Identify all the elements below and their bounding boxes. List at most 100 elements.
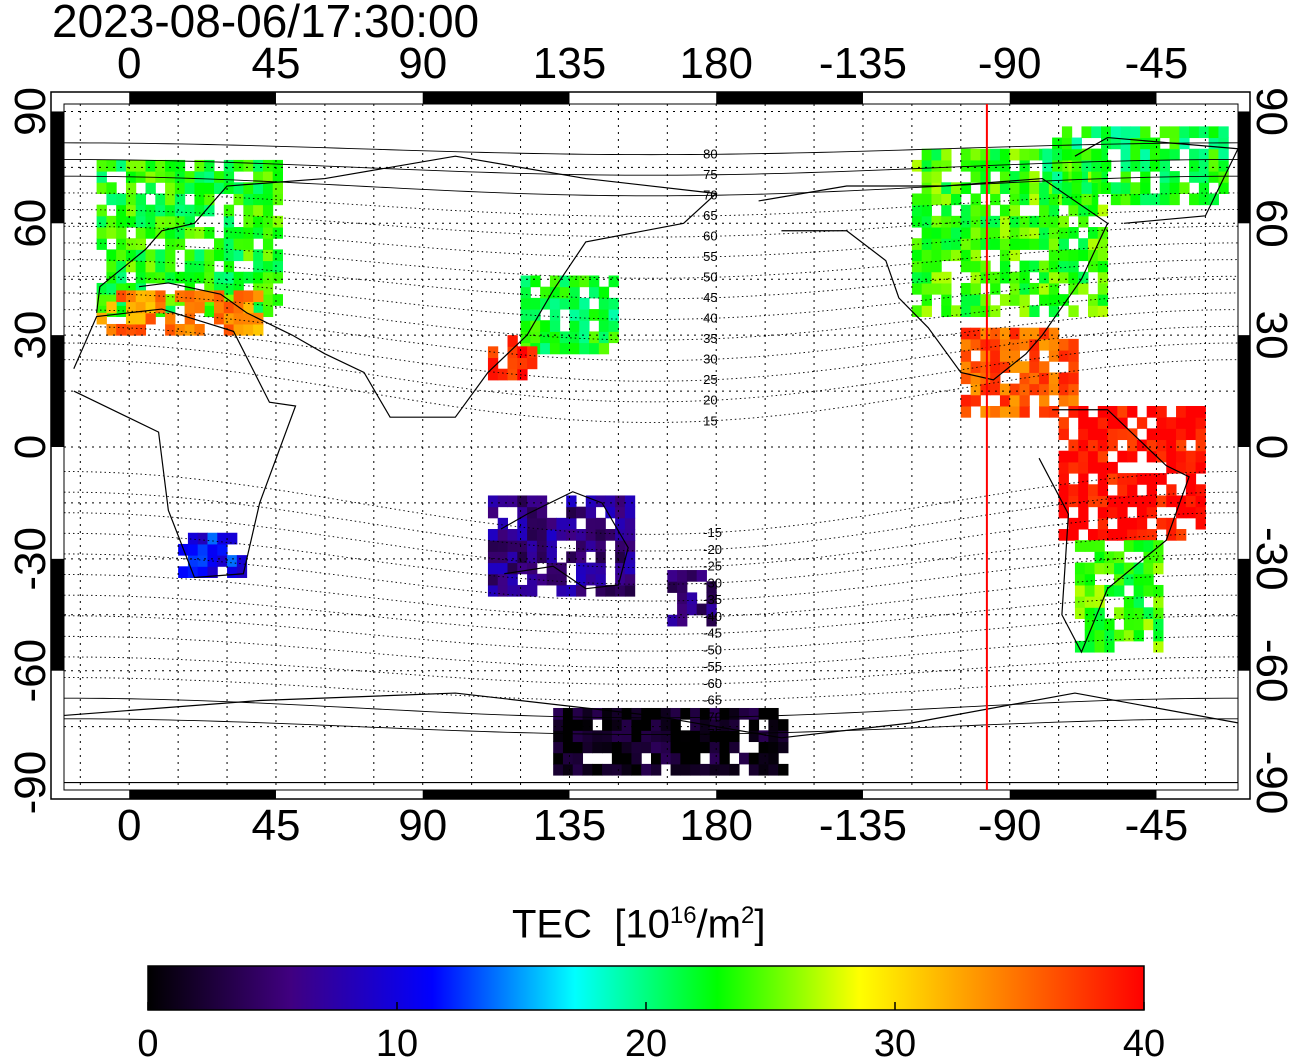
tec-cell [204,290,215,303]
tec-cell [1136,473,1148,485]
tec-cell [1208,148,1219,161]
tec-cell [125,249,137,262]
tec-cell [566,584,577,597]
tec-cell [579,309,590,321]
tec-cell [729,707,740,720]
tec-cell [1058,238,1069,250]
tec-cell [624,584,636,597]
frame-tick-bar [1238,335,1250,447]
tec-cell [1078,439,1089,452]
tec-cell [1009,215,1021,228]
tec-cell [931,159,942,172]
tec-cell [233,290,244,303]
tec-cell [1061,193,1073,206]
tec-cell [1058,450,1069,463]
tec-cell [719,707,730,720]
magnetic-latitude-label: 65 [703,208,717,223]
tec-cell [1166,439,1177,452]
tec-cell [262,182,274,194]
tec-cell [243,238,254,250]
tec-cell [487,573,499,586]
tec-cell [135,159,147,172]
tec-cell [1101,126,1112,139]
tec-cell [641,730,652,743]
tec-cell [1198,193,1210,206]
tec-cell [569,309,580,321]
tec-cell [553,752,564,765]
magnetic-latitude-label: 55 [703,249,717,264]
longitude-tick-label: 180 [680,801,753,850]
tec-cell [1114,584,1125,597]
tec-cell [999,327,1011,340]
tec-cell [214,171,225,183]
tec-cell [1094,540,1105,552]
tec-cell [1123,540,1135,552]
tec-cell [253,193,264,206]
tec-cell [497,368,509,381]
tec-cell [960,405,972,418]
tec-region-australia [487,495,636,597]
tec-cell [1078,517,1089,530]
tec-cell [1097,450,1109,463]
tec-cell [706,581,717,593]
tec-cell [223,260,235,273]
tec-cell [236,555,248,567]
tec-cell [941,204,952,217]
tec-cell [1159,126,1171,139]
tec-cell [106,159,117,172]
tec-cell [1159,182,1171,194]
longitude-tick-label: 45 [251,801,300,850]
tec-cell [1166,428,1177,441]
tec-cell [1009,338,1021,351]
tec-cell [562,719,574,731]
tec-cell [135,271,147,284]
tec-cell [1127,473,1138,485]
tec-cell [106,249,117,262]
tec-cell [527,529,538,541]
tec-cell [155,171,166,183]
tec-cell [1195,439,1206,452]
tec-cell [1048,294,1060,306]
tec-cell [667,570,678,582]
tec-cell [595,573,606,586]
tec-cell [1114,551,1125,564]
tec-cell [223,238,235,250]
tec-cell [194,249,205,262]
tec-cell [223,159,235,172]
tec-cell [1087,417,1099,429]
tec-cell [575,506,587,519]
tec-cell [487,506,499,519]
tec-cell [174,204,186,217]
tec-cell [1117,473,1128,485]
tec-cell [1097,148,1109,161]
tec-cell [1019,193,1030,206]
colorbar-tick-label: 10 [376,1023,418,1057]
tec-cell [677,570,688,582]
latitude-tick-label-right: 0 [1247,435,1294,459]
tec-cell [507,346,518,359]
tec-cell [970,338,981,351]
tec-cell [517,368,528,381]
tec-cell [106,301,117,314]
tec-cell [1208,171,1219,183]
tec-cell [145,301,156,314]
longitude-tick-label: -45 [1125,801,1189,850]
tec-cell [184,323,195,336]
tec-cell [1140,159,1151,172]
tec-cell [980,260,991,273]
tec-cell [116,305,127,318]
tec-cell [1198,159,1210,172]
tec-cell [970,227,981,239]
tec-cell [670,707,681,720]
tec-cell [1133,629,1144,642]
tec-cell [1048,238,1060,250]
colorbar-title: TEC [1016/m2] [512,902,766,947]
tec-cell [778,730,789,743]
tec-cell [207,532,218,545]
magnetic-latitude-label: 60 [703,229,717,244]
tec-cell [960,204,972,217]
tec-cell [155,215,166,228]
magnetic-latitude-label: 80 [703,146,717,161]
tec-cell [990,148,1001,161]
tec-cell [507,573,518,586]
